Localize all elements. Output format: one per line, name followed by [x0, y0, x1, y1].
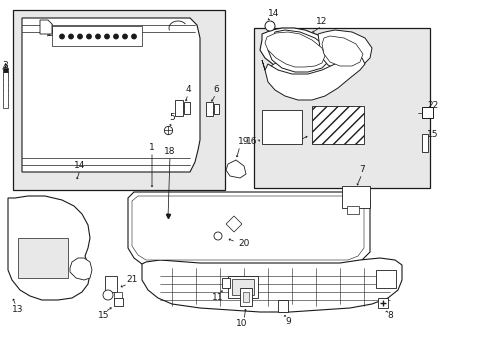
Circle shape [103, 290, 113, 300]
Polygon shape [128, 192, 369, 264]
Text: 14: 14 [268, 9, 279, 18]
Polygon shape [321, 36, 362, 66]
Polygon shape [264, 32, 325, 67]
Text: 13: 13 [12, 306, 24, 315]
Text: 21: 21 [126, 275, 138, 284]
Bar [14, 10, 225, 190]
Bar [52, 26, 142, 46]
Polygon shape [70, 258, 92, 280]
Polygon shape [225, 216, 242, 232]
Circle shape [69, 34, 73, 39]
Text: 17: 17 [284, 135, 295, 144]
Bar [183, 102, 190, 114]
Bar [375, 270, 395, 288]
Bar [205, 102, 213, 116]
Circle shape [104, 34, 109, 39]
Bar [262, 110, 302, 144]
Bar [3, 72, 8, 108]
Polygon shape [225, 160, 245, 178]
Bar [421, 107, 432, 118]
Bar [311, 106, 363, 144]
Bar [243, 292, 248, 302]
Text: 19: 19 [238, 138, 249, 147]
Bar [253, 28, 429, 188]
Bar [114, 292, 122, 300]
Text: 20: 20 [238, 239, 249, 248]
Polygon shape [8, 196, 90, 300]
Text: 3: 3 [2, 60, 8, 69]
Polygon shape [262, 55, 334, 90]
Text: 15: 15 [98, 311, 109, 320]
Circle shape [114, 34, 118, 39]
Text: 12: 12 [316, 18, 327, 27]
Bar [421, 134, 427, 152]
Text: 7: 7 [358, 166, 364, 175]
Circle shape [96, 34, 100, 39]
Text: 9: 9 [285, 318, 290, 327]
Polygon shape [40, 20, 52, 34]
Text: 16: 16 [246, 138, 257, 147]
Polygon shape [267, 30, 329, 72]
Polygon shape [317, 30, 371, 70]
Circle shape [87, 34, 91, 39]
Bar [2, 68, 8, 72]
Bar [105, 276, 117, 292]
Text: 2: 2 [47, 30, 53, 39]
Bar [114, 298, 123, 306]
Bar [278, 300, 287, 312]
Polygon shape [142, 258, 401, 312]
Text: 4: 4 [185, 85, 190, 94]
Bar [346, 206, 358, 214]
Text: 11: 11 [212, 293, 224, 302]
Bar [231, 279, 253, 295]
Text: 22: 22 [427, 102, 438, 111]
Text: 10: 10 [236, 320, 247, 328]
Bar [341, 186, 369, 208]
Text: 18: 18 [164, 148, 175, 157]
Bar [240, 288, 251, 306]
Text: 14: 14 [74, 162, 85, 171]
Polygon shape [264, 55, 364, 100]
Polygon shape [22, 18, 200, 172]
Bar [377, 298, 387, 308]
Bar [175, 100, 183, 116]
Circle shape [132, 34, 136, 39]
Text: 15: 15 [427, 130, 438, 139]
Circle shape [122, 34, 127, 39]
Bar [222, 278, 229, 288]
Text: 5: 5 [169, 113, 175, 122]
Text: 6: 6 [213, 85, 219, 94]
Text: 1: 1 [149, 144, 155, 153]
Polygon shape [260, 28, 331, 73]
Circle shape [264, 21, 274, 31]
Polygon shape [132, 196, 363, 260]
Bar [214, 104, 219, 114]
Circle shape [60, 34, 64, 39]
Text: 8: 8 [386, 311, 392, 320]
Circle shape [214, 232, 222, 240]
Circle shape [78, 34, 82, 39]
Bar [227, 276, 258, 298]
Bar [18, 238, 68, 278]
